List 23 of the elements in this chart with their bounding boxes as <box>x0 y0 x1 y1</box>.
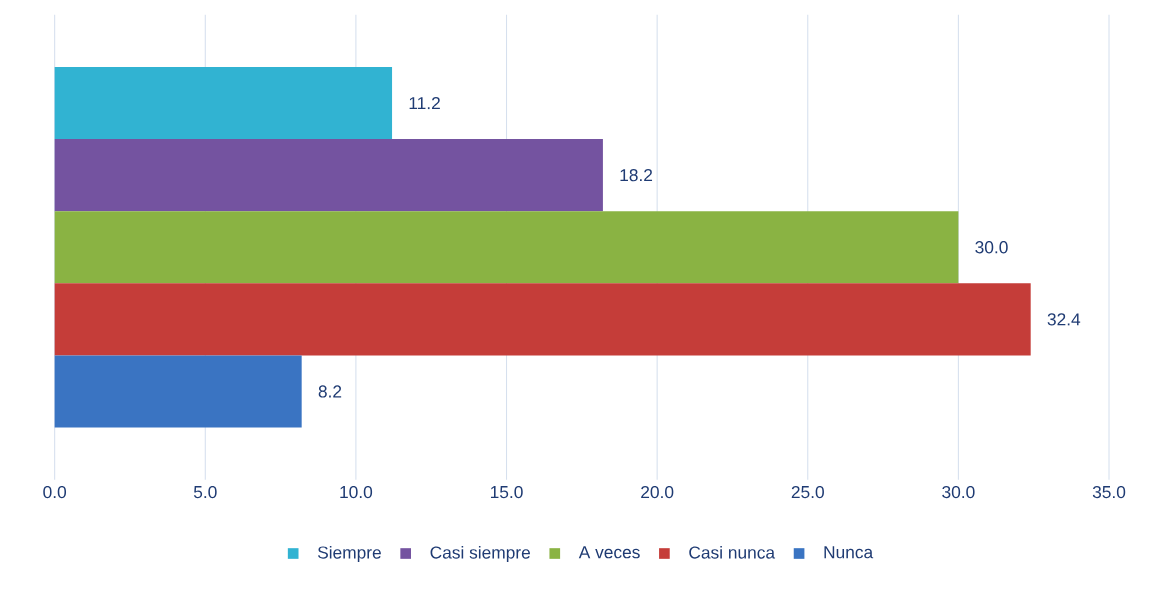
legend-label: Nunca <box>824 546 874 559</box>
x-tick-label: 20.0 <box>641 485 674 499</box>
data-label: 11.2 <box>409 96 440 110</box>
legend-label: Casi siempre <box>430 545 530 563</box>
legend-label: Siempre <box>317 545 381 563</box>
legend-label: A veces <box>578 546 640 559</box>
x-tick-label: 35.0 <box>1092 485 1126 499</box>
x-tick-label: 5.0 <box>193 485 217 499</box>
data-label: 8.2 <box>318 385 342 398</box>
bar <box>54 139 603 212</box>
x-tick-label: 15.0 <box>490 485 523 499</box>
bar <box>54 211 959 284</box>
x-tick-label: 10.0 <box>340 485 373 499</box>
x-tick-label: 0.0 <box>43 485 67 499</box>
x-tick-label: 25.0 <box>791 485 824 499</box>
bar <box>54 66 393 140</box>
legend-label: Casi nunca <box>689 545 776 559</box>
data-label: 30.0 <box>975 241 1008 254</box>
bar <box>54 283 1031 356</box>
data-label: 18.2 <box>620 168 653 182</box>
x-tick-label: 30.0 <box>942 485 975 499</box>
bar <box>54 355 302 428</box>
data-label: 32.4 <box>1047 313 1081 326</box>
